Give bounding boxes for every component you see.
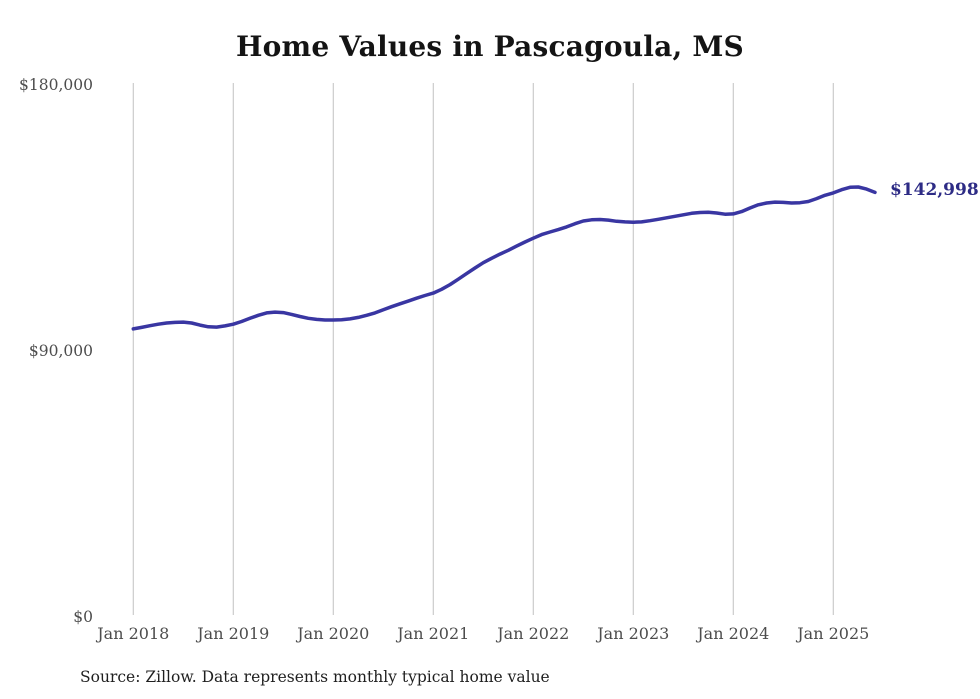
home-value-line bbox=[131, 185, 877, 331]
x-tick-label: Jan 2018 bbox=[97, 624, 170, 643]
y-tick-label: $0 bbox=[73, 608, 93, 626]
x-tick-label: Jan 2024 bbox=[697, 624, 770, 643]
gridline-group bbox=[132, 83, 834, 615]
end-value-label: $142,998 bbox=[889, 180, 979, 201]
x-tick-label: Jan 2022 bbox=[497, 624, 570, 643]
x-tick-label: Jan 2021 bbox=[397, 624, 470, 643]
x-tick-label: Jan 2020 bbox=[297, 624, 370, 643]
source-note: Source: Zillow. Data represents monthly … bbox=[80, 668, 550, 686]
chart-title: Home Values in Pascagoula, MS bbox=[236, 30, 744, 63]
y-tick-label: $180,000 bbox=[19, 76, 93, 94]
x-tick-label: Jan 2023 bbox=[597, 624, 670, 643]
x-tick-label: Jan 2025 bbox=[797, 624, 870, 643]
x-tick-label: Jan 2019 bbox=[197, 624, 270, 643]
y-tick-label: $90,000 bbox=[28, 342, 93, 360]
